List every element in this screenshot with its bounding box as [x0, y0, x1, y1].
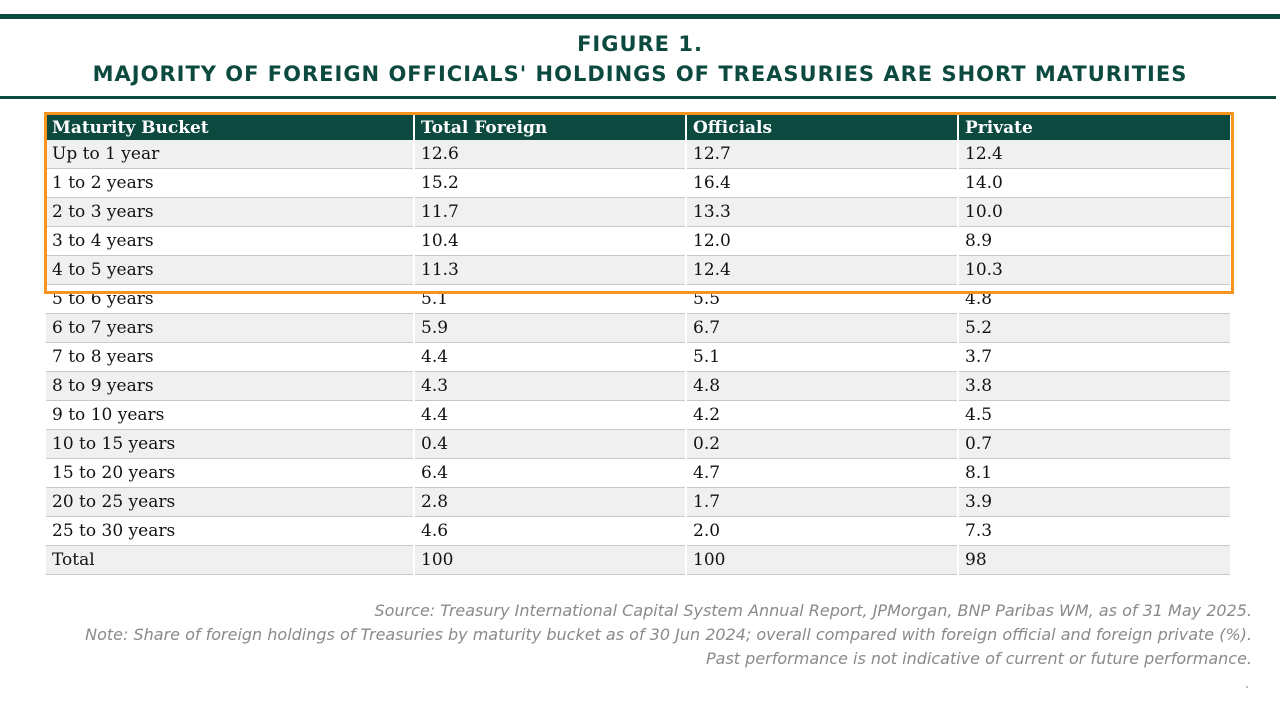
table-row: 4 to 5 years 11.3 12.4 10.3	[46, 255, 1230, 285]
table-cell: 0.4	[414, 429, 687, 459]
table-cell: 4.3	[414, 371, 687, 401]
table-cell: 15 to 20 years	[46, 458, 415, 488]
table-row: 25 to 30 years 4.6 2.0 7.3	[46, 516, 1230, 546]
table-cell: 2.8	[414, 487, 687, 517]
top-rule	[0, 14, 1280, 19]
table-cell: 4.7	[686, 458, 959, 488]
table-row: 2 to 3 years 11.7 13.3 10.0	[46, 197, 1230, 227]
table-row: 20 to 25 years 2.8 1.7 3.9	[46, 487, 1230, 517]
table-cell: 0.2	[686, 429, 959, 459]
table-cell: 13.3	[686, 197, 959, 227]
column-header: Maturity Bucket	[46, 115, 415, 140]
table-cell: 4.4	[414, 342, 687, 372]
disclaimer-note: Past performance is not indicative of cu…	[706, 649, 1252, 668]
table-cell: 4.5	[958, 400, 1230, 430]
table-cell: 10.3	[958, 255, 1230, 285]
corner-mark	[1246, 686, 1248, 688]
table-cell: 10.4	[414, 226, 687, 256]
methodology-note: Note: Share of foreign holdings of Treas…	[85, 625, 1252, 644]
table-cell: 12.6	[414, 140, 687, 169]
table-cell: 4.2	[686, 400, 959, 430]
data-table-container: Maturity Bucket Total Foreign Officials …	[46, 115, 1230, 575]
table-cell: 6.4	[414, 458, 687, 488]
table-cell: 5.2	[958, 313, 1230, 343]
table-cell: 7.3	[958, 516, 1230, 546]
table-cell: 9 to 10 years	[46, 400, 415, 430]
table-cell: 100	[686, 545, 959, 575]
column-header: Total Foreign	[414, 115, 687, 140]
table-cell: 8 to 9 years	[46, 371, 415, 401]
table-cell: 4.4	[414, 400, 687, 430]
table-cell: 5.5	[686, 284, 959, 314]
table-cell: 11.7	[414, 197, 687, 227]
table-cell: 2.0	[686, 516, 959, 546]
table-cell: 8.1	[958, 458, 1230, 488]
table-cell: 1 to 2 years	[46, 168, 415, 198]
figure-title: FIGURE 1. MAJORITY OF FOREIGN OFFICIALS'…	[0, 30, 1280, 88]
table-cell: 12.4	[686, 255, 959, 285]
table-cell: 4.8	[958, 284, 1230, 314]
table-cell: 8.9	[958, 226, 1230, 256]
table-cell: 5.1	[686, 342, 959, 372]
column-header: Officials	[686, 115, 959, 140]
table-cell: 5 to 6 years	[46, 284, 415, 314]
table-cell: Up to 1 year	[46, 140, 415, 169]
table-cell: 3.7	[958, 342, 1230, 372]
table-cell: 3 to 4 years	[46, 226, 415, 256]
table-body: Up to 1 year 12.6 12.7 12.4 1 to 2 years…	[46, 140, 1230, 575]
table-cell: 98	[958, 545, 1230, 575]
table-cell: 6 to 7 years	[46, 313, 415, 343]
table-cell: 15.2	[414, 168, 687, 198]
table-cell: 12.4	[958, 140, 1230, 169]
table-row: 9 to 10 years 4.4 4.2 4.5	[46, 400, 1230, 430]
table-cell: 20 to 25 years	[46, 487, 415, 517]
table-row: 5 to 6 years 5.1 5.5 4.8	[46, 284, 1230, 314]
table-cell: 4 to 5 years	[46, 255, 415, 285]
table-row-total: Total 100 100 98	[46, 545, 1230, 575]
table-cell: 1.7	[686, 487, 959, 517]
table-cell: 0.7	[958, 429, 1230, 459]
table-row: 1 to 2 years 15.2 16.4 14.0	[46, 168, 1230, 198]
table-row: Up to 1 year 12.6 12.7 12.4	[46, 140, 1230, 169]
table-cell: 3.8	[958, 371, 1230, 401]
table-cell: Total	[46, 545, 415, 575]
table-cell: 12.0	[686, 226, 959, 256]
table-cell: 7 to 8 years	[46, 342, 415, 372]
table-row: 8 to 9 years 4.3 4.8 3.8	[46, 371, 1230, 401]
table-cell: 11.3	[414, 255, 687, 285]
table-cell: 16.4	[686, 168, 959, 198]
column-header: Private	[958, 115, 1230, 140]
table-cell: 2 to 3 years	[46, 197, 415, 227]
title-rule	[0, 96, 1276, 99]
footnotes: Source: Treasury International Capital S…	[32, 599, 1252, 671]
table-cell: 5.1	[414, 284, 687, 314]
table-cell: 10.0	[958, 197, 1230, 227]
maturity-table: Maturity Bucket Total Foreign Officials …	[46, 115, 1230, 575]
table-cell: 100	[414, 545, 687, 575]
table-row: 15 to 20 years 6.4 4.7 8.1	[46, 458, 1230, 488]
table-cell: 3.9	[958, 487, 1230, 517]
figure-headline: MAJORITY OF FOREIGN OFFICIALS' HOLDINGS …	[92, 62, 1188, 86]
table-row: 10 to 15 years 0.4 0.2 0.7	[46, 429, 1230, 459]
table-row: 6 to 7 years 5.9 6.7 5.2	[46, 313, 1230, 343]
table-cell: 12.7	[686, 140, 959, 169]
table-cell: 14.0	[958, 168, 1230, 198]
table-row: 3 to 4 years 10.4 12.0 8.9	[46, 226, 1230, 256]
table-cell: 5.9	[414, 313, 687, 343]
figure-label: FIGURE 1.	[577, 32, 703, 56]
table-cell: 10 to 15 years	[46, 429, 415, 459]
table-cell: 4.8	[686, 371, 959, 401]
source-note: Source: Treasury International Capital S…	[374, 601, 1253, 620]
table-header-row: Maturity Bucket Total Foreign Officials …	[46, 115, 1230, 140]
table-row: 7 to 8 years 4.4 5.1 3.7	[46, 342, 1230, 372]
table-cell: 25 to 30 years	[46, 516, 415, 546]
table-cell: 4.6	[414, 516, 687, 546]
table-cell: 6.7	[686, 313, 959, 343]
